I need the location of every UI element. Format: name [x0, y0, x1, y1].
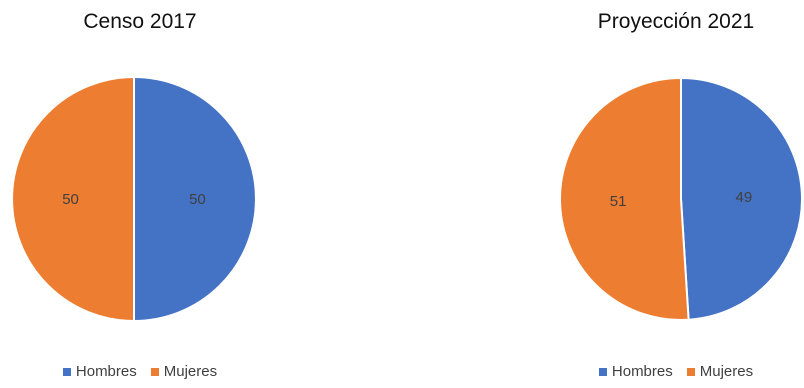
pie-plot: 50 50	[11, 75, 257, 323]
legend-swatch-icon	[686, 367, 695, 376]
pie-plot: 49 51	[558, 76, 803, 321]
legend: Hombres Mujeres	[548, 363, 804, 380]
chart-title: Proyección 2021	[597, 10, 755, 33]
data-label-mujeres: 50	[62, 191, 79, 208]
legend-swatch-icon	[150, 367, 159, 376]
legend-item-mujeres: Mujeres	[686, 363, 754, 380]
pie-slice-hombres	[133, 75, 257, 323]
pie-slice-mujeres	[11, 75, 135, 323]
legend-label: Hombres	[611, 363, 673, 380]
legend-label: Hombres	[75, 363, 137, 380]
chart-title: Censo 2017	[83, 10, 197, 33]
legend-label: Mujeres	[163, 363, 218, 380]
pie-chart-censo-2017: Censo 2017 50 50 Hombres Mujeres	[0, 0, 280, 388]
legend: Hombres Mujeres	[0, 363, 280, 380]
pie-chart-proyeccion-2021: Proyección 2021 49 51 Hombres Mujeres	[548, 0, 804, 388]
legend-swatch-icon	[598, 367, 607, 376]
legend-item-hombres: Hombres	[598, 363, 673, 380]
legend-swatch-icon	[62, 367, 71, 376]
legend-item-mujeres: Mujeres	[150, 363, 218, 380]
data-label-hombres: 50	[189, 191, 206, 208]
pie-slice-mujeres	[558, 76, 690, 321]
legend-label: Mujeres	[699, 363, 754, 380]
legend-item-hombres: Hombres	[62, 363, 137, 380]
data-label-mujeres: 51	[610, 193, 627, 210]
data-label-hombres: 49	[736, 189, 753, 206]
pie-slice-hombres	[680, 76, 803, 321]
